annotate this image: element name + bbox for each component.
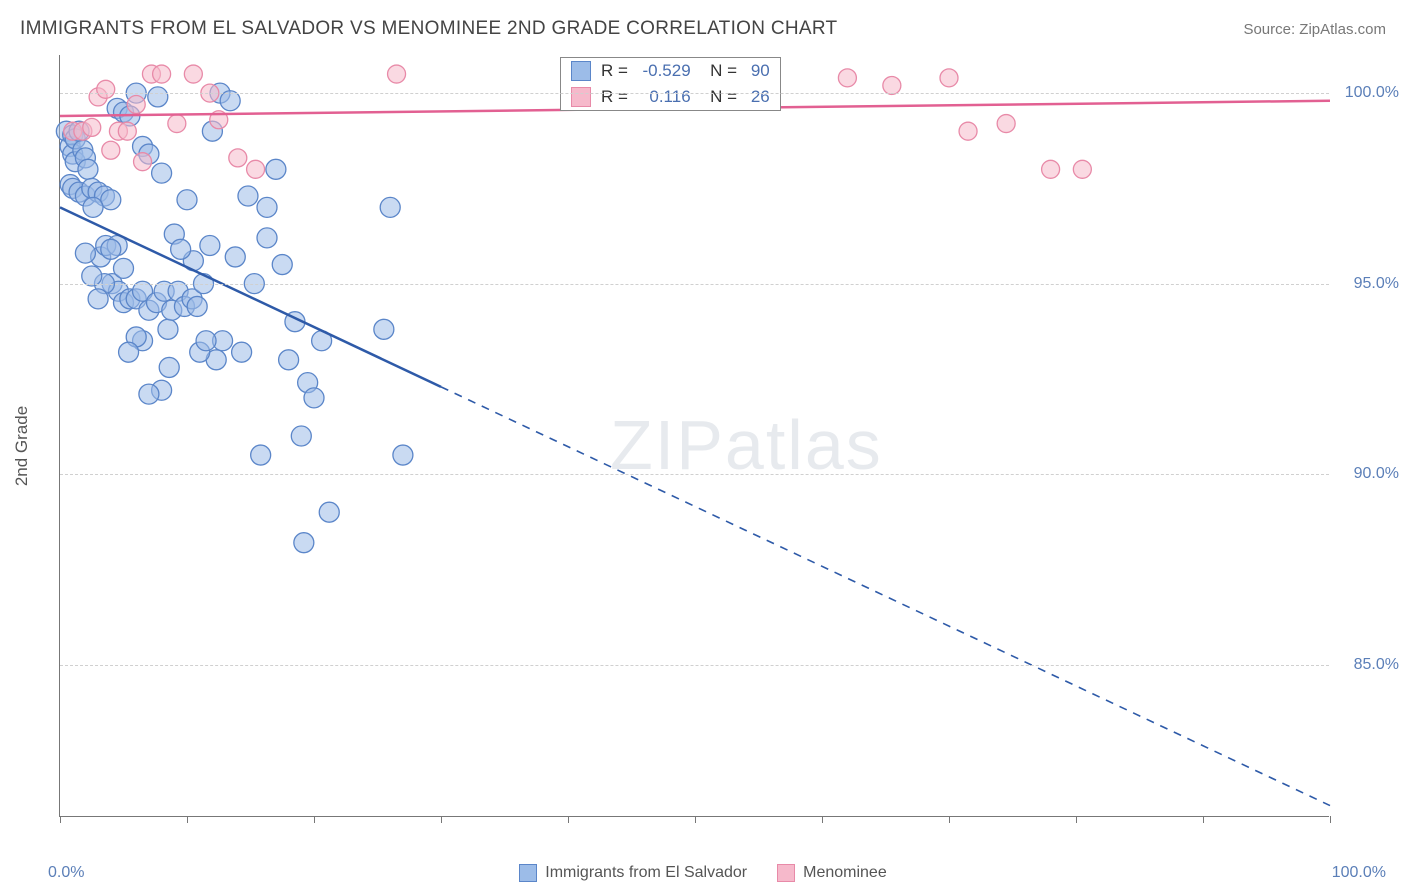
stats-row: R = 0.116 N = 26 — [561, 84, 780, 110]
y-tick-label: 90.0% — [1354, 465, 1399, 483]
stat-r-label: R = 0.116 — [601, 87, 691, 107]
x-tick — [1076, 816, 1077, 823]
stat-r-value: -0.529 — [633, 61, 691, 81]
x-tick — [441, 816, 442, 823]
scatter-point — [940, 69, 958, 87]
legend-swatch — [571, 61, 591, 81]
scatter-point — [997, 115, 1015, 133]
scatter-point — [319, 502, 339, 522]
scatter-point — [388, 65, 406, 83]
scatter-point — [83, 197, 103, 217]
scatter-point — [177, 190, 197, 210]
legend-item: Immigrants from El Salvador — [519, 864, 747, 882]
x-tick — [695, 816, 696, 823]
scatter-point — [114, 258, 134, 278]
x-tick — [314, 816, 315, 823]
scatter-point — [393, 445, 413, 465]
scatter-point — [83, 118, 101, 136]
scatter-point — [838, 69, 856, 87]
x-tick — [949, 816, 950, 823]
scatter-point — [88, 289, 108, 309]
scatter-point — [139, 384, 159, 404]
scatter-point — [97, 80, 115, 98]
scatter-point — [291, 426, 311, 446]
gridline — [60, 474, 1329, 475]
scatter-point — [225, 247, 245, 267]
gridline — [60, 93, 1329, 94]
scatter-point — [294, 533, 314, 553]
y-tick-label: 95.0% — [1354, 275, 1399, 293]
scatter-point — [187, 296, 207, 316]
scatter-point — [247, 160, 265, 178]
stat-n-label: N = 26 — [701, 87, 770, 107]
scatter-point — [75, 243, 95, 263]
legend-swatch — [519, 864, 537, 882]
trend-line-dashed — [441, 387, 1330, 806]
scatter-point — [159, 357, 179, 377]
x-tick — [568, 816, 569, 823]
title-bar: IMMIGRANTS FROM EL SALVADOR VS MENOMINEE… — [20, 18, 1386, 40]
chart-title: IMMIGRANTS FROM EL SALVADOR VS MENOMINEE… — [20, 18, 837, 40]
y-tick-label: 85.0% — [1354, 656, 1399, 674]
scatter-point — [78, 159, 98, 179]
legend-item: Menominee — [777, 864, 887, 882]
scatter-point — [119, 342, 139, 362]
scatter-point — [380, 197, 400, 217]
stat-n-value: 90 — [742, 61, 770, 81]
scatter-point — [168, 115, 186, 133]
stat-r-label: R = -0.529 — [601, 61, 691, 81]
stats-row: R = -0.529 N = 90 — [561, 58, 780, 84]
scatter-point — [1042, 160, 1060, 178]
legend-label: Immigrants from El Salvador — [545, 864, 747, 882]
scatter-point — [232, 342, 252, 362]
scatter-point — [127, 96, 145, 114]
plot-area: R = -0.529 N = 90R = 0.116 N = 26 ZIPatl… — [59, 55, 1329, 817]
bottom-legend: Immigrants from El Salvador Menominee — [0, 864, 1406, 882]
scatter-point — [171, 239, 191, 259]
scatter-point — [304, 388, 324, 408]
scatter-point — [266, 159, 286, 179]
scatter-point — [102, 141, 120, 159]
scatter-point — [272, 255, 292, 275]
scatter-point — [374, 319, 394, 339]
x-tick — [822, 816, 823, 823]
scatter-point — [238, 186, 258, 206]
stats-legend: R = -0.529 N = 90R = 0.116 N = 26 — [560, 57, 781, 111]
gridline — [60, 284, 1329, 285]
legend-swatch — [571, 87, 591, 107]
x-tick — [187, 816, 188, 823]
gridline — [60, 665, 1329, 666]
scatter-point — [959, 122, 977, 140]
scatter-point — [883, 76, 901, 94]
stat-r-value: 0.116 — [633, 87, 691, 107]
plot-svg — [60, 55, 1329, 816]
stat-n-value: 26 — [742, 87, 770, 107]
stat-n-label: N = 90 — [701, 61, 770, 81]
legend-swatch — [777, 864, 795, 882]
y-tick-label: 100.0% — [1345, 84, 1399, 102]
scatter-point — [148, 87, 168, 107]
x-tick — [60, 816, 61, 823]
scatter-point — [158, 319, 178, 339]
scatter-point — [257, 228, 277, 248]
scatter-point — [101, 190, 121, 210]
scatter-point — [152, 163, 172, 183]
legend-label: Menominee — [803, 864, 887, 882]
scatter-point — [118, 122, 136, 140]
scatter-point — [1073, 160, 1091, 178]
source-label: Source: ZipAtlas.com — [1243, 21, 1386, 38]
scatter-point — [200, 236, 220, 256]
x-tick — [1203, 816, 1204, 823]
scatter-point — [184, 65, 202, 83]
y-axis-label: 2nd Grade — [12, 406, 32, 486]
scatter-point — [101, 239, 121, 259]
scatter-point — [257, 197, 277, 217]
x-tick — [1330, 816, 1331, 823]
scatter-point — [279, 350, 299, 370]
scatter-point — [229, 149, 247, 167]
scatter-point — [196, 331, 216, 351]
scatter-point — [251, 445, 271, 465]
scatter-point — [134, 153, 152, 171]
scatter-point — [153, 65, 171, 83]
